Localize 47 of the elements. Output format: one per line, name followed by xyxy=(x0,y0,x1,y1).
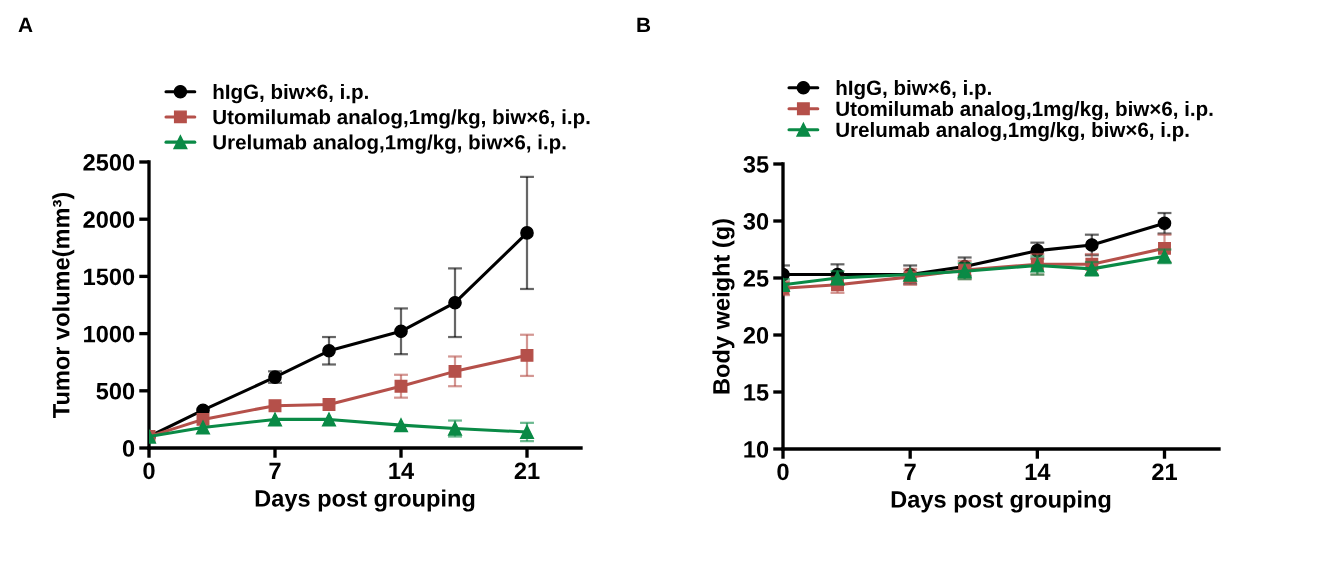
x-tick-label: 0 xyxy=(143,462,155,480)
point xyxy=(520,348,534,362)
y-axis-title: Tumor volume(mm³) xyxy=(52,192,75,418)
point xyxy=(393,418,409,433)
x-tick-label: 14 xyxy=(1025,463,1051,480)
point xyxy=(267,412,283,427)
y-tick-label: 15 xyxy=(744,384,769,401)
point xyxy=(322,398,336,411)
y-tick-label: 1500 xyxy=(84,268,135,286)
x-tick-label: 7 xyxy=(269,462,281,479)
legend-label: Urelumab analog,1mg/kg, biw×6, i.p. xyxy=(213,134,566,154)
legend-label: hIgG, biw×6, i.p. xyxy=(213,84,368,104)
legend-label: Utomilumab analog,1mg/kg, biw×6, i.p. xyxy=(836,101,1213,121)
point xyxy=(321,412,337,427)
point xyxy=(448,364,462,378)
point xyxy=(1085,238,1099,252)
x-tick-label: 21 xyxy=(514,462,540,479)
y-tick-label: 0 xyxy=(122,440,135,457)
y-tick-label: 2500 xyxy=(83,154,135,171)
y-tick-label: 20 xyxy=(743,327,769,344)
x-axis-title: Days post grouping xyxy=(255,489,475,512)
point xyxy=(394,324,408,339)
x-tick-label: 14 xyxy=(389,462,415,479)
y-axis-title: Body weight (g) xyxy=(712,219,735,394)
y-tick-label: 2000 xyxy=(83,211,135,228)
x-tick-label: 7 xyxy=(904,463,916,480)
point xyxy=(268,399,282,413)
y-tick-label: 25 xyxy=(743,270,769,287)
y-tick-label: 35 xyxy=(743,156,769,173)
x-tick-label: 21 xyxy=(1152,463,1177,480)
y-tick-label: 1000 xyxy=(84,325,135,343)
point xyxy=(195,420,211,435)
y-tick-label: 500 xyxy=(96,382,135,400)
point xyxy=(520,226,534,240)
legend-label: hIgG, biw×6, i.p. xyxy=(836,80,991,100)
x-axis-title: Days post grouping xyxy=(891,490,1111,513)
chart-title: A xyxy=(18,17,33,33)
x-tick-label: 0 xyxy=(777,463,789,481)
point xyxy=(1157,216,1172,231)
y-tick-label: 30 xyxy=(743,213,769,230)
chart-title: B xyxy=(637,17,651,33)
legend-label: Urelumab analog,1mg/kg, biw×6, i.p. xyxy=(836,122,1189,142)
point xyxy=(448,295,462,310)
legend-label: Utomilumab analog,1mg/kg, biw×6, i.p. xyxy=(213,109,590,129)
point xyxy=(322,343,336,358)
point xyxy=(394,379,408,393)
y-tick-label: 10 xyxy=(744,441,769,458)
